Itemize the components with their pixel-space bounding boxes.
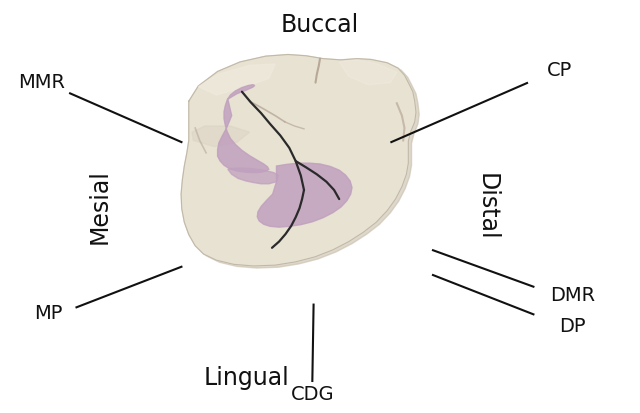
Text: MMR: MMR — [18, 73, 65, 92]
Polygon shape — [192, 126, 250, 147]
Polygon shape — [228, 168, 278, 184]
Polygon shape — [339, 60, 397, 85]
Text: Lingual: Lingual — [204, 366, 289, 390]
Text: Distal: Distal — [474, 173, 499, 240]
Text: MP: MP — [34, 304, 62, 323]
Polygon shape — [198, 64, 275, 95]
Text: Mesial: Mesial — [87, 169, 111, 244]
Text: CP: CP — [547, 61, 573, 80]
Text: Buccal: Buccal — [281, 13, 359, 37]
Polygon shape — [257, 163, 352, 227]
Text: CDG: CDG — [291, 385, 334, 404]
Polygon shape — [184, 57, 419, 268]
Polygon shape — [181, 55, 416, 266]
Text: DMR: DMR — [550, 286, 595, 305]
Text: DP: DP — [559, 317, 586, 336]
Polygon shape — [218, 85, 269, 173]
